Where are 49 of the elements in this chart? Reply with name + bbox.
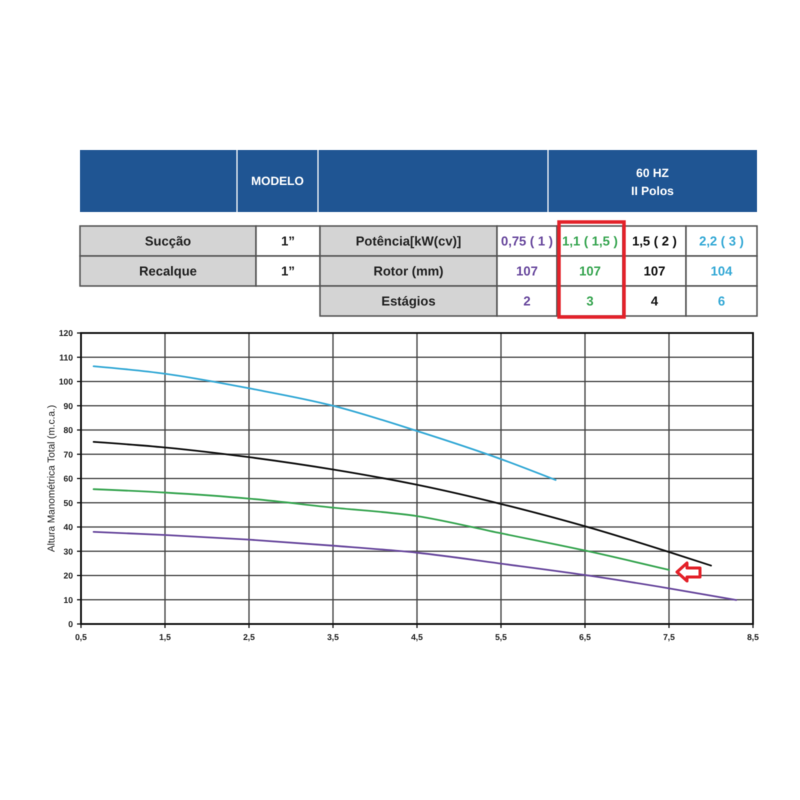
y-tick-label: 20 — [64, 570, 74, 580]
y-tick-label: 120 — [58, 328, 74, 338]
text: 107 — [579, 264, 601, 278]
y-tick-label: 0 — [68, 619, 74, 629]
y-tick-label: 60 — [64, 474, 74, 484]
y-tick-label: 80 — [64, 425, 74, 435]
text: 104 — [710, 264, 734, 278]
line-series — [92, 530, 738, 601]
text: Sucção — [144, 234, 192, 248]
x-tick-label: 6,5 — [579, 632, 592, 642]
text: 60 HZ — [636, 166, 669, 180]
text: 2,2 ( 3 ) — [699, 234, 744, 248]
y-tick-label: 110 — [59, 352, 74, 362]
line-series — [92, 440, 712, 566]
x-tick-label: 3,5 — [327, 632, 340, 642]
x-tick-label: 8,5 — [747, 632, 760, 642]
text: 1,5 ( 2 ) — [632, 234, 677, 248]
text: 3 — [586, 294, 594, 308]
line-series — [92, 488, 670, 571]
text: 2 — [523, 294, 531, 308]
text: Estágios — [381, 294, 436, 308]
x-tick-label: 1,5 — [159, 632, 172, 642]
text: 1” — [281, 264, 295, 278]
x-tick-label: 2,5 — [243, 632, 256, 642]
text: 1,1 ( 1,5 ) — [562, 234, 618, 248]
y-tick-label: 90 — [64, 400, 74, 411]
text: II Polos — [631, 184, 674, 198]
text: 4 — [650, 294, 659, 308]
y-axis-title: Altura Manométrica Total (m.c.a.) — [46, 404, 58, 552]
y-tick-label: 40 — [64, 522, 74, 532]
text: 6 — [718, 294, 726, 308]
y-tick-label: 70 — [64, 449, 74, 460]
y-tick-label: 10 — [64, 594, 74, 605]
text: 1” — [281, 234, 295, 248]
x-tick-label: 5,5 — [495, 632, 508, 642]
text: 107 — [644, 264, 666, 278]
text: Rotor (mm) — [373, 264, 444, 278]
x-tick-label: 4,5 — [411, 632, 424, 642]
text: 0,75 ( 1 ) — [500, 234, 554, 248]
y-tick-label: 100 — [58, 376, 74, 386]
text: MODELO — [251, 174, 304, 188]
y-tick-label: 50 — [64, 498, 74, 508]
y-tick-label: 30 — [64, 546, 74, 556]
text: Recalque — [139, 264, 197, 278]
x-tick-label: 0,5 — [75, 632, 88, 642]
x-tick-label: 7,5 — [663, 632, 676, 642]
text: 107 — [516, 264, 538, 278]
text: Potência[kW(cv)] — [356, 234, 462, 248]
line-series — [92, 365, 556, 481]
